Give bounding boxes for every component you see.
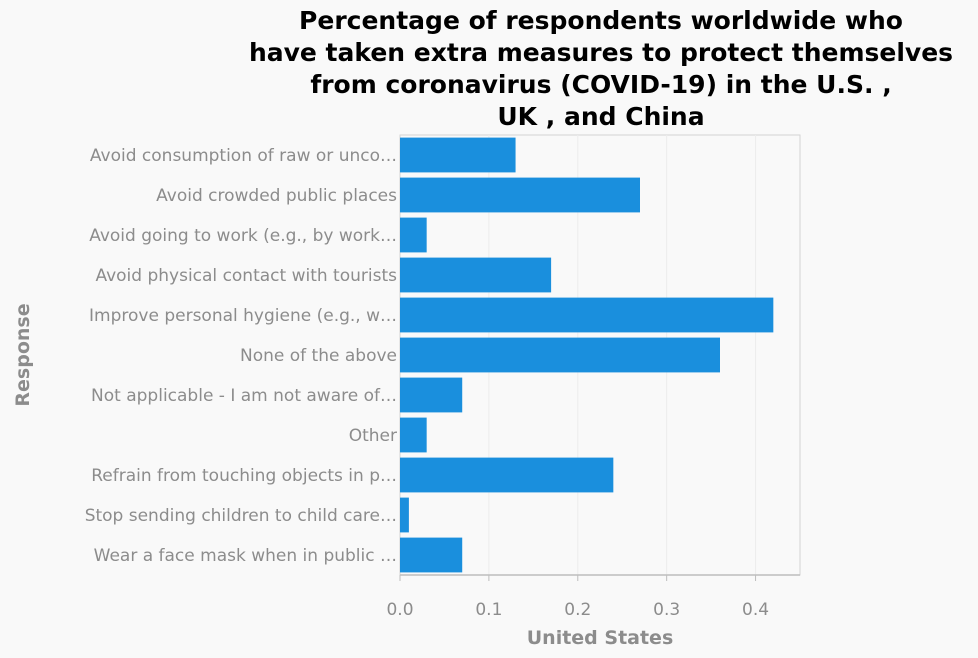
category-label: Wear a face mask when in public … [94, 546, 397, 566]
x-tick-label: 0.1 [475, 600, 502, 620]
category-label: Avoid physical contact with tourists [95, 266, 397, 286]
x-axis-ticks: 0.0 0.1 0.2 0.3 0.4 [386, 575, 769, 620]
bar [400, 257, 552, 293]
bar [400, 377, 463, 413]
category-label: Stop sending children to child care… [85, 506, 397, 526]
category-label: Avoid crowded public places [156, 186, 397, 206]
chart-title-line: from coronavirus (COVID-19) in the U.S. … [310, 70, 891, 99]
y-axis-title: Response [12, 303, 34, 406]
bar [400, 217, 427, 253]
bar [400, 457, 614, 493]
bar [400, 537, 463, 573]
category-label: Not applicable - I am not aware of… [91, 386, 397, 406]
x-tick-label: 0.0 [386, 600, 413, 620]
category-label: Improve personal hygiene (e.g., w… [89, 306, 397, 326]
bars [400, 137, 774, 573]
chart-title: Percentage of respondents worldwide who h… [249, 6, 953, 131]
category-label: Avoid going to work (e.g., by work… [89, 226, 397, 246]
bar [400, 417, 427, 453]
x-axis-title: United States [527, 627, 674, 649]
chart-title-line: Percentage of respondents worldwide who [299, 6, 903, 35]
x-tick-label: 0.2 [564, 600, 591, 620]
chart-title-line: UK , and China [497, 102, 704, 131]
category-label: None of the above [240, 346, 397, 366]
chart-title-line: have taken extra measures to protect the… [249, 38, 953, 67]
category-labels: Avoid consumption of raw or unco… Avoid c… [85, 146, 397, 566]
category-label: Other [349, 426, 397, 446]
x-tick-label: 0.3 [653, 600, 680, 620]
x-tick-label: 0.4 [742, 600, 769, 620]
bar [400, 337, 720, 373]
bar [400, 137, 516, 173]
bar [400, 497, 409, 533]
bar [400, 177, 640, 213]
category-label: Avoid consumption of raw or unco… [90, 146, 397, 166]
bar [400, 297, 774, 333]
category-label: Refrain from touching objects in p… [91, 466, 397, 486]
